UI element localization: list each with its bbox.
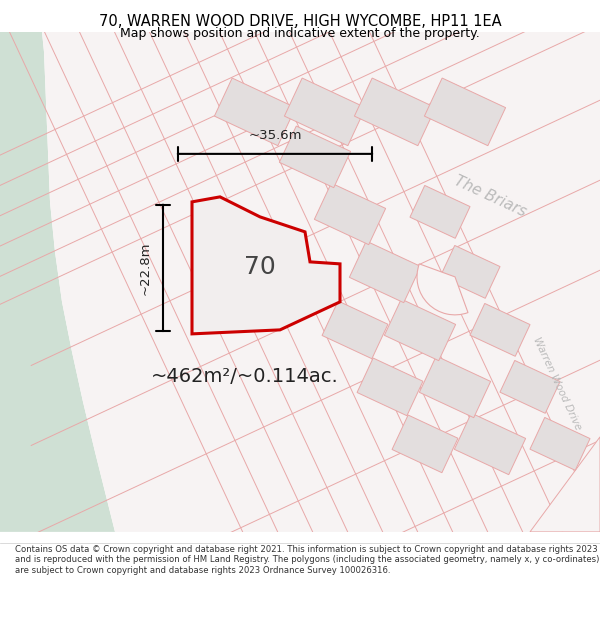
- Wedge shape: [417, 264, 468, 315]
- Polygon shape: [355, 78, 436, 146]
- Text: The Briars: The Briars: [452, 174, 529, 220]
- Polygon shape: [530, 437, 600, 532]
- Text: 70: 70: [244, 255, 276, 279]
- Polygon shape: [322, 301, 388, 359]
- Text: Map shows position and indicative extent of the property.: Map shows position and indicative extent…: [120, 27, 480, 40]
- Polygon shape: [454, 413, 526, 474]
- Polygon shape: [530, 418, 590, 470]
- Polygon shape: [470, 304, 530, 356]
- Polygon shape: [440, 246, 500, 298]
- Polygon shape: [500, 361, 560, 413]
- Polygon shape: [214, 78, 296, 146]
- Text: ~462m²/~0.114ac.: ~462m²/~0.114ac.: [151, 368, 339, 386]
- Polygon shape: [357, 358, 423, 416]
- Polygon shape: [410, 186, 470, 238]
- Text: ~35.6m: ~35.6m: [248, 129, 302, 142]
- Polygon shape: [284, 78, 365, 146]
- Polygon shape: [192, 197, 340, 334]
- Polygon shape: [0, 32, 115, 532]
- Polygon shape: [314, 183, 386, 244]
- Polygon shape: [280, 126, 350, 188]
- Text: Contains OS data © Crown copyright and database right 2021. This information is : Contains OS data © Crown copyright and d…: [15, 545, 599, 575]
- Polygon shape: [419, 356, 491, 418]
- Polygon shape: [385, 299, 455, 361]
- Polygon shape: [392, 415, 458, 472]
- Text: ~22.8m: ~22.8m: [139, 241, 151, 294]
- Polygon shape: [349, 241, 421, 302]
- Text: Warren Wood Drive: Warren Wood Drive: [531, 336, 583, 432]
- Polygon shape: [42, 32, 600, 532]
- Polygon shape: [424, 78, 506, 146]
- Text: 70, WARREN WOOD DRIVE, HIGH WYCOMBE, HP11 1EA: 70, WARREN WOOD DRIVE, HIGH WYCOMBE, HP1…: [98, 14, 502, 29]
